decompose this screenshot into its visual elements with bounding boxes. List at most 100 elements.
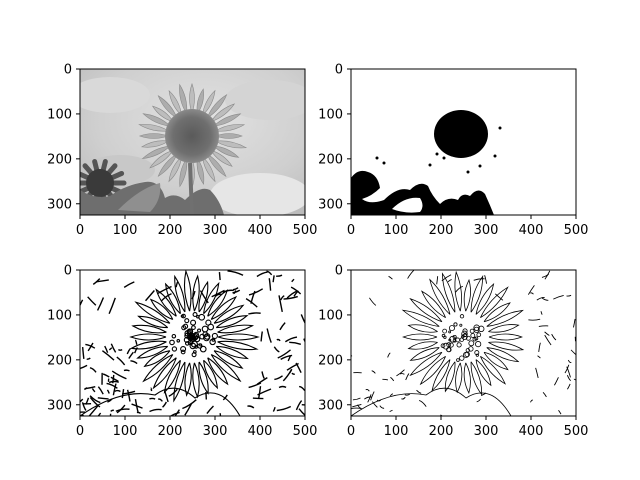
petal [210, 149, 233, 167]
y-tick-label: 200 [318, 353, 343, 368]
seed-contour [452, 334, 457, 340]
edge-stroke [291, 278, 295, 283]
petal [179, 157, 188, 188]
edge-stroke [367, 394, 372, 403]
seed-contour [187, 332, 191, 337]
edge-stroke [114, 389, 121, 393]
edge-stroke [261, 371, 265, 379]
seed-contour [191, 325, 196, 330]
seed-contour [192, 333, 200, 340]
y-tick-label: 0 [335, 264, 343, 279]
petal-contour [134, 301, 171, 324]
x-tick-label: 500 [293, 223, 318, 238]
x-tick-label: 400 [248, 424, 273, 439]
petal-contour [217, 333, 260, 341]
white-background [351, 270, 576, 416]
edge-stroke [399, 373, 405, 375]
edge-stroke [163, 390, 169, 403]
edge-stroke [544, 334, 552, 346]
edge-contours [351, 270, 576, 416]
edge-stroke [112, 383, 117, 396]
y-tick-label: 300 [318, 197, 343, 212]
edge-stroke [538, 325, 549, 327]
y-tick-label: 0 [335, 63, 343, 78]
edge-stroke [567, 383, 571, 390]
edge-stroke [169, 411, 180, 416]
edge-stroke [447, 279, 452, 283]
edge-stroke [300, 314, 305, 325]
petal-contour [210, 295, 238, 320]
edge-stroke [266, 270, 273, 276]
petal-contour [143, 350, 171, 368]
edge-stroke [211, 289, 225, 298]
edge-stroke [566, 294, 572, 297]
petal [149, 149, 174, 169]
edge-stroke [97, 397, 109, 400]
seed-contour [475, 341, 482, 348]
edge-stroke [175, 281, 179, 288]
seed-contour [191, 352, 197, 358]
edge-stroke [365, 389, 370, 392]
x-tick-label: 100 [384, 223, 409, 238]
petal [140, 140, 170, 148]
seed-contour [456, 358, 460, 362]
edge-stroke [218, 271, 221, 281]
edge-stroke [182, 399, 197, 410]
edge-stroke [266, 328, 272, 343]
y-tick-label: 300 [318, 398, 343, 413]
axes-frame [350, 68, 577, 216]
edge-stroke [280, 295, 285, 301]
leaf-contour [351, 387, 512, 416]
seed-contour [459, 314, 465, 319]
petal [206, 94, 228, 119]
petal-contour [129, 340, 167, 350]
speck [493, 154, 497, 158]
panel-axes: 0 100 200 300 400 500 0 100 200 300 [318, 264, 588, 440]
seed-contour [468, 346, 474, 352]
edge-stroke [283, 295, 298, 300]
edge-stroke [108, 297, 116, 315]
x-tick-label: 400 [248, 223, 273, 238]
axes-layer: 0 100 200 300 400 500 0 100 200 300 0 100 200 300 400 5… [47, 63, 588, 440]
edge-stroke [286, 362, 299, 371]
petal-contour [203, 359, 219, 390]
edge-stroke [108, 380, 120, 384]
edge-contours [80, 270, 305, 416]
edge-stroke [369, 297, 377, 306]
dark-foliage [351, 170, 494, 215]
x-tick-label: 0 [76, 424, 84, 439]
edge-stroke [441, 274, 452, 282]
cloud-shape [210, 173, 305, 215]
seed-contour [184, 341, 190, 346]
petal-contour [401, 309, 440, 327]
seed-contour [475, 353, 479, 357]
seed-contour [476, 332, 482, 338]
seed-contour [197, 328, 202, 333]
edge-stroke [232, 289, 241, 294]
edge-stroke [379, 405, 385, 409]
speck [382, 161, 386, 165]
seed-contour [180, 349, 186, 355]
edge-stroke [257, 386, 262, 399]
edge-stroke [149, 397, 156, 400]
edge-stroke [168, 388, 178, 397]
edge-stroke [256, 271, 268, 278]
seed-contour [459, 355, 465, 361]
edge-stroke [301, 403, 305, 406]
edge-stroke [110, 409, 115, 412]
petal-contour [419, 355, 446, 386]
petal-contour [155, 288, 177, 317]
edge-stroke [96, 297, 105, 311]
speck [478, 164, 482, 168]
petal-contour [409, 297, 443, 323]
edge-stroke [128, 351, 134, 359]
edge-stroke [92, 278, 101, 285]
edge-stroke [157, 398, 163, 402]
edge-stroke [162, 401, 167, 408]
x-tick-label: 200 [429, 223, 454, 238]
edge-stroke [284, 336, 298, 343]
panel-axes: 0 100 200 300 400 500 0 100 200 300 [47, 264, 317, 440]
edge-stroke [278, 295, 283, 313]
edge-stroke [473, 278, 485, 281]
seed-contour [171, 333, 177, 339]
